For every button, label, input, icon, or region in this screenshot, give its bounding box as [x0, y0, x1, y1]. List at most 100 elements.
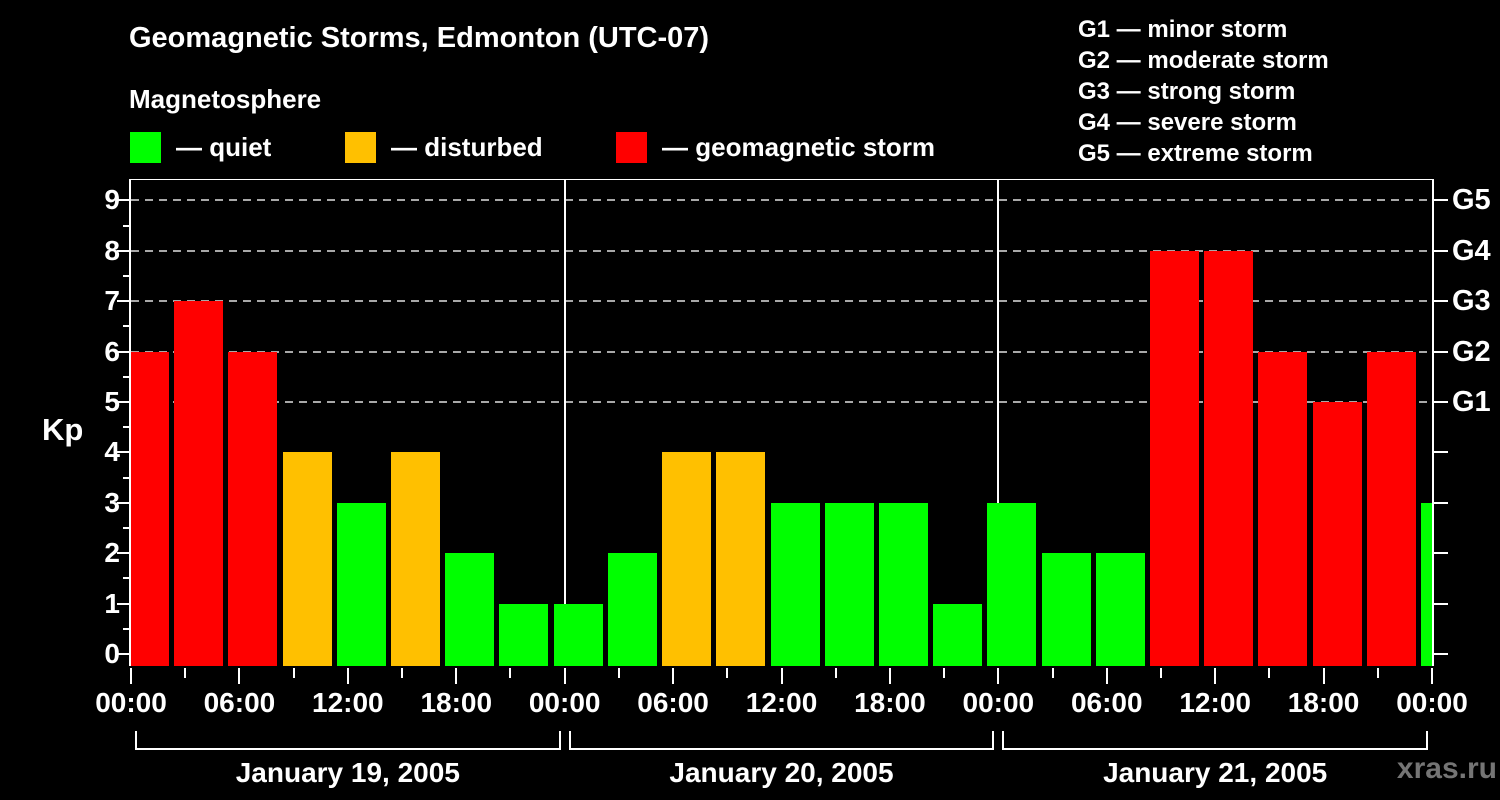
- y-axis-tick: [117, 249, 131, 252]
- day-bracket-tick: [1426, 731, 1428, 750]
- y-axis-tick: [117, 552, 131, 555]
- day-bracket-tick: [568, 731, 571, 750]
- watermark: xras.ru: [1396, 752, 1497, 785]
- day-bracket-tick: [135, 731, 137, 750]
- g-scale-label-g5: G5: [1452, 184, 1491, 217]
- x-axis-tick: [1105, 668, 1108, 684]
- kp-bar: [1041, 553, 1091, 666]
- y-axis-title: Kp: [42, 412, 84, 447]
- y-axis-tick: [117, 501, 131, 504]
- kp-bar: [1204, 250, 1254, 666]
- day-bracket: [568, 748, 994, 750]
- kp-bar: [553, 603, 603, 666]
- x-axis-tick: [726, 668, 729, 678]
- x-tick-label: 12:00: [312, 687, 384, 718]
- kp-bar: [282, 452, 332, 666]
- right-axis-tick: [1434, 501, 1448, 504]
- storm-scale-item-g3: G3 — strong storm: [1078, 78, 1296, 105]
- y-axis-minor-tick: [123, 627, 131, 630]
- right-axis-tick: [1434, 451, 1448, 454]
- right-axis-tick: [1434, 199, 1448, 202]
- y-tick-label: 0: [104, 638, 120, 669]
- y-gridline-kp7: [131, 300, 1432, 303]
- x-axis-tick: [834, 668, 837, 678]
- y-tick-label: 7: [104, 285, 120, 317]
- x-axis-tick: [1431, 668, 1433, 684]
- y-axis-minor-tick: [123, 325, 131, 328]
- kp-bar: [770, 502, 820, 666]
- x-axis-tick: [292, 668, 295, 678]
- y-axis-minor-tick: [123, 527, 131, 529]
- y-tick-label: 8: [104, 234, 120, 266]
- x-tick-label: 18:00: [1287, 687, 1360, 718]
- x-tick-label: 00:00: [528, 687, 601, 718]
- g-scale-label-g2: G2: [1452, 335, 1491, 368]
- x-tick-label: 00:00: [1396, 687, 1468, 718]
- y-tick-label: 9: [104, 184, 120, 216]
- quiet-color-swatch: [130, 132, 161, 163]
- kp-bar: [336, 502, 386, 666]
- x-axis-tick: [1376, 668, 1379, 678]
- x-tick-label: 06:00: [637, 687, 709, 718]
- kp-bar: [607, 553, 657, 666]
- x-tick-label: 00:00: [95, 687, 167, 718]
- x-axis-tick: [1214, 668, 1217, 684]
- x-tick-label: 12:00: [1179, 687, 1251, 718]
- kp-bar: [228, 351, 278, 666]
- storm-scale-item-g2: G2 — moderate storm: [1078, 47, 1329, 74]
- x-axis-tick: [1051, 668, 1054, 678]
- chart-subtitle: Magnetosphere: [129, 84, 322, 114]
- storm-scale-item-g5: G5 — extreme storm: [1078, 140, 1313, 167]
- x-axis-tick: [346, 668, 349, 684]
- kp-bar: [878, 502, 928, 666]
- y-axis-tick: [117, 300, 131, 303]
- day-bracket-tick: [558, 731, 561, 750]
- day-divider-line: [563, 180, 566, 666]
- day-bracket-tick: [992, 731, 995, 750]
- x-tick-label: 06:00: [203, 687, 276, 718]
- g-scale-label-g1: G1: [1452, 386, 1491, 418]
- y-tick-label: 1: [104, 587, 120, 619]
- y-tick-label: 3: [104, 486, 120, 518]
- kp-bar: [933, 603, 983, 666]
- storm-color-swatch: [616, 132, 647, 163]
- x-axis-tick: [617, 668, 620, 678]
- x-axis-tick: [672, 668, 675, 684]
- x-axis-tick: [997, 668, 1000, 684]
- y-axis-tick: [117, 199, 131, 202]
- storm-scale-item-g1: G1 — minor storm: [1078, 16, 1288, 43]
- y-tick-label: 4: [104, 436, 120, 468]
- y-axis-tick: [117, 350, 131, 353]
- plot-area: [131, 180, 1432, 666]
- plot-border-right: [1432, 180, 1434, 666]
- g-scale-label-g4: G4: [1452, 234, 1491, 267]
- x-axis-tick: [1159, 668, 1162, 678]
- right-axis-tick: [1434, 300, 1448, 303]
- kp-bar: [1258, 351, 1308, 666]
- x-axis-tick: [130, 668, 132, 684]
- kp-bar: [662, 452, 712, 666]
- y-gridline-kp5: [131, 401, 1432, 403]
- page-title: Geomagnetic Storms, Edmonton (UTC-07): [129, 22, 710, 54]
- x-axis-tick: [780, 668, 783, 684]
- x-tick-label: 18:00: [420, 687, 493, 718]
- legend-item-quiet: — quiet: [130, 132, 271, 163]
- x-tick-label: 00:00: [962, 687, 1035, 718]
- legend-item-disturbed: — disturbed: [345, 132, 543, 163]
- y-axis-minor-tick: [123, 224, 131, 227]
- right-axis-tick: [1434, 602, 1448, 605]
- x-axis-tick: [1268, 668, 1271, 678]
- date-label: January 21, 2005: [1103, 757, 1328, 788]
- y-tick-label: 6: [104, 335, 120, 367]
- right-axis-tick: [1434, 350, 1448, 353]
- kp-bar: [1312, 402, 1362, 666]
- plot-border-left: [129, 180, 131, 666]
- g-scale-label-g3: G3: [1452, 285, 1491, 318]
- day-divider-line: [997, 180, 1000, 666]
- y-axis-minor-tick: [123, 275, 131, 277]
- y-axis-tick: [117, 653, 131, 655]
- y-axis-tick: [117, 451, 131, 454]
- y-axis-minor-tick: [123, 426, 131, 429]
- y-tick-label: 5: [104, 386, 120, 417]
